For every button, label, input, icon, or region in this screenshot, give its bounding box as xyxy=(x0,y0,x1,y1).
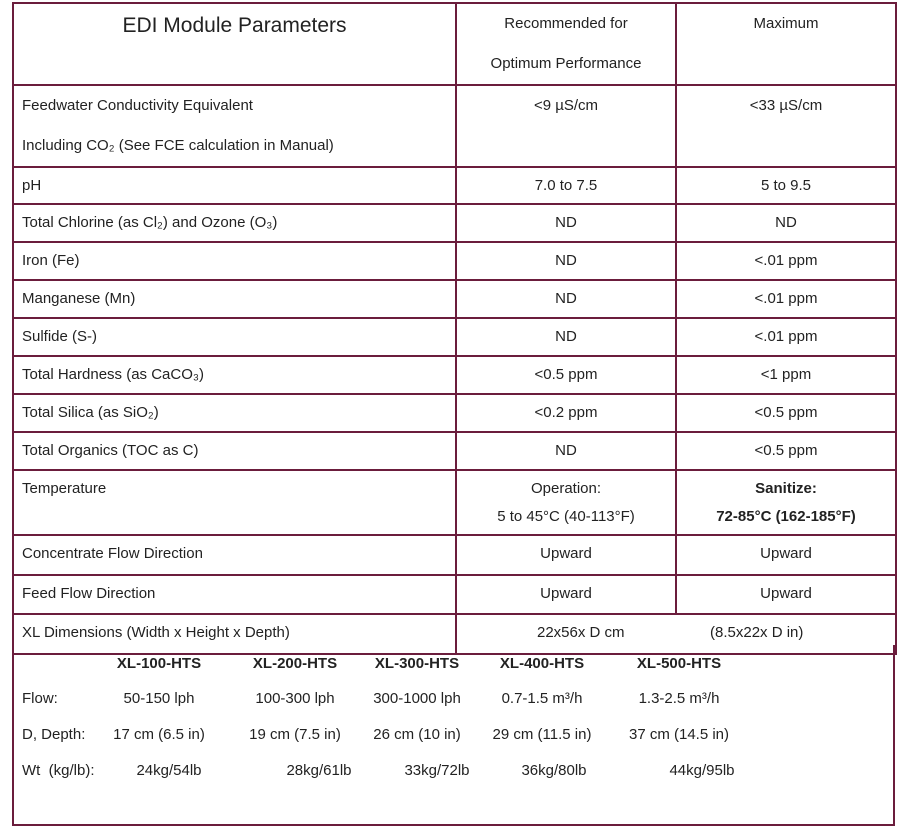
param-cell: Concentrate Flow Direction xyxy=(12,534,457,576)
rec-cell: Upward xyxy=(455,574,677,615)
table-row: Iron (Fe) ND <.01 ppm xyxy=(12,241,897,281)
table-row: Total Organics (TOC as C) ND <0.5 ppm xyxy=(12,431,897,471)
rec-cell: ND xyxy=(455,317,677,357)
table-row: Temperature Operation: 5 to 45°C (40-113°… xyxy=(12,469,897,536)
max-cell: 5 to 9.5 xyxy=(675,166,897,205)
param-cell: Manganese (Mn) xyxy=(12,279,457,319)
flow-value: 50-150 lph xyxy=(123,690,195,707)
flow-value: 1.3-2.5 m³/h xyxy=(638,690,720,707)
depth-label: D, Depth: xyxy=(22,726,86,743)
max-cell: <1 ppm xyxy=(675,355,897,395)
model-name: XL-200-HTS xyxy=(252,655,338,672)
recommended-header: Recommended for Optimum Performance xyxy=(455,2,677,86)
max-cell: <0.5 ppm xyxy=(675,431,897,471)
rec-cell: ND xyxy=(455,431,677,471)
header-row: EDI Module Parameters Recommended for Opt… xyxy=(12,2,897,86)
max-cell: Sanitize: 72-85°C (162-185°F) xyxy=(675,469,897,536)
rec-cell: <0.5 ppm xyxy=(455,355,677,395)
rec-cell: ND xyxy=(455,203,677,243)
model-name: XL-300-HTS xyxy=(374,655,460,672)
weight-value: 24kg/54lb xyxy=(136,762,202,779)
model-name: XL-500-HTS xyxy=(636,655,722,672)
weight-value: 33kg/72lb xyxy=(404,762,470,779)
rec-cell: Upward xyxy=(455,534,677,576)
flow-value: 100-300 lph xyxy=(255,690,335,707)
param-cell: Total Silica (as SiO₂) xyxy=(12,393,457,433)
rec-cell: ND xyxy=(455,241,677,281)
rec-cell: <9 µS/cm xyxy=(455,84,677,168)
depth-value: 17 cm (6.5 in) xyxy=(113,726,205,743)
dimensions-values: 22x56x D cm (8.5x22x D in) xyxy=(455,613,897,655)
param-cell: Iron (Fe) xyxy=(12,241,457,281)
table-row: Feed Flow Direction Upward Upward xyxy=(12,574,897,615)
weight-value: 28kg/61lb xyxy=(286,762,352,779)
table-row: Feedwater Conductivity Equivalent Includi… xyxy=(12,84,897,168)
depth-value: 26 cm (10 in) xyxy=(373,726,461,743)
table-row: Total Silica (as SiO₂) <0.2 ppm <0.5 ppm xyxy=(12,393,897,433)
table-title: EDI Module Parameters xyxy=(12,2,457,86)
weight-label: Wt (kg/lb): xyxy=(22,762,95,779)
max-cell: <.01 ppm xyxy=(675,317,897,357)
depth-value: 29 cm (11.5 in) xyxy=(492,726,592,743)
rec-line2: 5 to 45°C (40-113°F) xyxy=(497,508,635,525)
rec-cell: <0.2 ppm xyxy=(455,393,677,433)
max-cell: ND xyxy=(675,203,897,243)
max-cell: <33 µS/cm xyxy=(675,84,897,168)
dimensions-cm: 22x56x D cm xyxy=(537,624,625,641)
param-cell: Total Organics (TOC as C) xyxy=(12,431,457,471)
param-cell: Total Chlorine (as Cl₂) and Ozone (O₃) xyxy=(12,203,457,243)
flow-label: Flow: xyxy=(22,690,58,707)
depth-value: 19 cm (7.5 in) xyxy=(249,726,341,743)
edi-parameters-table: EDI Module Parameters Recommended for Opt… xyxy=(12,2,897,655)
param-cell: Feed Flow Direction xyxy=(12,574,457,615)
max-cell: Upward xyxy=(675,574,897,615)
weight-value: 44kg/95lb xyxy=(669,762,735,779)
max-cell: <0.5 ppm xyxy=(675,393,897,433)
model-name: XL-100-HTS xyxy=(116,655,202,672)
max-line2: 72-85°C (162-185°F) xyxy=(716,508,856,525)
max-line1: Sanitize: xyxy=(755,480,817,497)
recommended-line2: Optimum Performance xyxy=(490,55,642,72)
maximum-header: Maximum xyxy=(675,2,897,86)
models-section: XL-100-HTS XL-200-HTS XL-300-HTS XL-400-… xyxy=(12,645,895,826)
param-line2: Including CO₂ (See FCE calculation in Ma… xyxy=(22,137,334,154)
flow-value: 300-1000 lph xyxy=(373,690,461,707)
rec-cell: ND xyxy=(455,279,677,319)
param-line1: Feedwater Conductivity Equivalent xyxy=(22,97,253,114)
rec-line1: Operation: xyxy=(530,480,602,497)
param-cell: Feedwater Conductivity Equivalent Includi… xyxy=(12,84,457,168)
max-cell: <.01 ppm xyxy=(675,241,897,281)
dimensions-row: XL Dimensions (Width x Height x Depth) 2… xyxy=(12,613,897,655)
weight-value: 36kg/80lb xyxy=(521,762,587,779)
table-row: pH 7.0 to 7.5 5 to 9.5 xyxy=(12,166,897,205)
table-row: Manganese (Mn) ND <.01 ppm xyxy=(12,279,897,319)
rec-cell: 7.0 to 7.5 xyxy=(455,166,677,205)
table-row: Total Chlorine (as Cl₂) and Ozone (O₃) ND… xyxy=(12,203,897,243)
param-cell: Temperature xyxy=(12,469,457,536)
rec-cell: Operation: 5 to 45°C (40-113°F) xyxy=(455,469,677,536)
depth-value: 37 cm (14.5 in) xyxy=(628,726,730,743)
max-cell: Upward xyxy=(675,534,897,576)
table-row: Sulfide (S-) ND <.01 ppm xyxy=(12,317,897,357)
table-row: Total Hardness (as CaCO₃) <0.5 ppm <1 ppm xyxy=(12,355,897,395)
max-cell: <.01 ppm xyxy=(675,279,897,319)
dimensions-in: (8.5x22x D in) xyxy=(710,624,804,641)
recommended-line1: Recommended for xyxy=(504,15,628,32)
param-cell: Sulfide (S-) xyxy=(12,317,457,357)
dimensions-label: XL Dimensions (Width x Height x Depth) xyxy=(12,613,457,655)
param-cell: pH xyxy=(12,166,457,205)
table-row: Concentrate Flow Direction Upward Upward xyxy=(12,534,897,576)
model-name: XL-400-HTS xyxy=(499,655,585,672)
param-cell: Total Hardness (as CaCO₃) xyxy=(12,355,457,395)
flow-value: 0.7-1.5 m³/h xyxy=(501,690,583,707)
